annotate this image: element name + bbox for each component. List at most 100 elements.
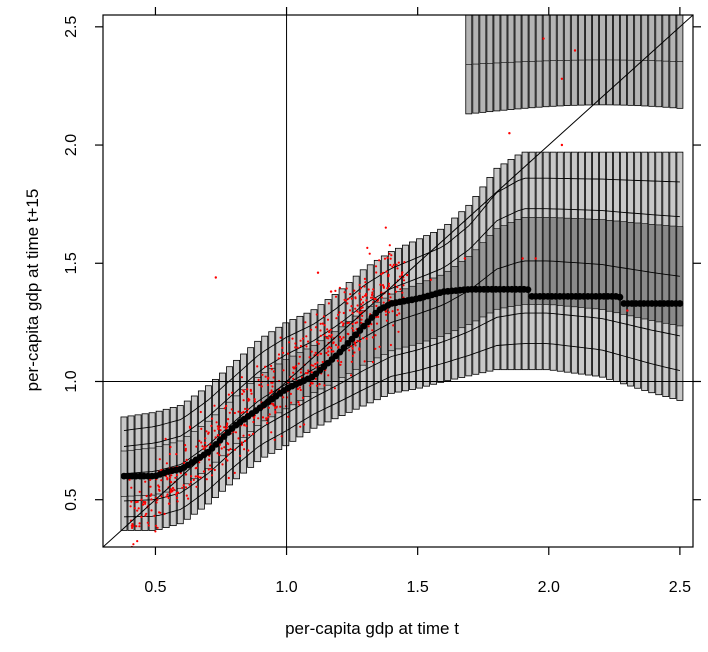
observation-point bbox=[377, 315, 380, 318]
observation-point bbox=[330, 346, 333, 350]
observation-point bbox=[213, 468, 216, 472]
observation-point bbox=[319, 322, 322, 325]
observation-point bbox=[362, 301, 365, 304]
observation-point bbox=[308, 384, 312, 387]
observation-point bbox=[332, 350, 335, 353]
observation-point bbox=[340, 337, 343, 341]
observation-point bbox=[250, 392, 253, 395]
observation-point bbox=[354, 297, 357, 300]
observation-point bbox=[397, 261, 400, 264]
observation-point bbox=[265, 418, 268, 421]
observation-point bbox=[349, 293, 352, 296]
observation-point bbox=[157, 488, 161, 491]
observation-point bbox=[169, 445, 172, 449]
observation-point bbox=[246, 408, 249, 411]
observation-point bbox=[384, 226, 387, 229]
observation-point bbox=[399, 288, 402, 291]
observation-point bbox=[316, 361, 319, 364]
observation-point bbox=[137, 507, 140, 510]
observation-point bbox=[175, 491, 179, 495]
observation-point bbox=[165, 495, 168, 498]
observation-point bbox=[158, 511, 161, 514]
observation-point bbox=[368, 252, 371, 255]
median-marker bbox=[364, 318, 372, 326]
observation-point bbox=[286, 352, 290, 355]
observation-point bbox=[140, 498, 143, 501]
observation-point bbox=[170, 474, 173, 477]
observation-point bbox=[227, 393, 230, 396]
observation-point bbox=[292, 377, 295, 380]
observation-point bbox=[383, 257, 387, 260]
observation-point bbox=[166, 493, 169, 496]
observation-point bbox=[372, 288, 375, 291]
observation-point bbox=[280, 435, 283, 438]
observation-point bbox=[226, 459, 229, 462]
observation-point bbox=[361, 306, 364, 309]
observation-point bbox=[243, 448, 246, 451]
observation-point bbox=[130, 486, 133, 489]
observation-point bbox=[203, 446, 206, 449]
observation-point bbox=[365, 337, 368, 340]
observation-point bbox=[356, 321, 359, 324]
observation-point bbox=[542, 37, 545, 40]
observation-point bbox=[182, 484, 185, 487]
observation-point bbox=[304, 372, 307, 375]
observation-point bbox=[326, 318, 330, 321]
observation-point bbox=[382, 271, 385, 274]
observation-point bbox=[267, 416, 270, 419]
observation-point bbox=[328, 334, 331, 337]
observation-point bbox=[508, 132, 511, 135]
observation-point bbox=[270, 389, 273, 392]
observation-point bbox=[282, 396, 285, 399]
observation-point bbox=[350, 305, 353, 308]
observation-point bbox=[270, 431, 273, 434]
observation-point bbox=[237, 437, 240, 440]
observation-point bbox=[322, 315, 326, 318]
observation-point bbox=[195, 445, 198, 448]
observation-point bbox=[375, 271, 378, 274]
observation-point bbox=[336, 359, 339, 362]
observation-point bbox=[314, 326, 318, 329]
observation-point bbox=[160, 495, 163, 498]
observation-point bbox=[385, 270, 388, 273]
observation-point bbox=[207, 468, 210, 471]
median-marker bbox=[676, 300, 684, 307]
observation-point bbox=[167, 496, 170, 500]
observation-point bbox=[303, 423, 306, 426]
observation-point bbox=[356, 339, 359, 343]
observation-point bbox=[365, 292, 368, 296]
observation-point bbox=[227, 449, 230, 452]
observation-point bbox=[365, 299, 368, 302]
x-axis-title: per-capita gdp at time t bbox=[285, 619, 459, 638]
observation-point bbox=[249, 389, 252, 392]
observation-point bbox=[521, 257, 524, 260]
y-tick-label: 2.0 bbox=[63, 134, 80, 156]
observation-point bbox=[210, 474, 214, 477]
observation-point bbox=[130, 500, 133, 503]
observation-point bbox=[388, 292, 391, 296]
observation-point bbox=[373, 297, 376, 300]
observation-point bbox=[217, 434, 220, 437]
observation-point bbox=[374, 334, 377, 337]
observation-point bbox=[334, 343, 338, 347]
observation-point bbox=[319, 329, 322, 332]
observation-point bbox=[277, 357, 280, 360]
observation-point bbox=[264, 375, 267, 378]
observation-point bbox=[229, 447, 232, 451]
observation-point bbox=[230, 408, 233, 411]
observation-point bbox=[351, 312, 354, 315]
observation-point bbox=[225, 404, 228, 408]
observation-point bbox=[205, 430, 208, 433]
observation-point bbox=[387, 311, 390, 314]
x-tick-label: 2.5 bbox=[669, 579, 691, 596]
observation-point bbox=[333, 387, 336, 390]
observation-point bbox=[389, 296, 392, 299]
quantile-band-line bbox=[123, 312, 680, 502]
observation-point bbox=[176, 496, 179, 499]
observation-point bbox=[243, 424, 246, 427]
y-tick-label: 2.5 bbox=[63, 16, 80, 38]
observation-point bbox=[187, 497, 190, 500]
observation-point bbox=[388, 244, 391, 247]
observation-point bbox=[217, 427, 220, 431]
x-tick-label: 2.0 bbox=[538, 579, 560, 596]
